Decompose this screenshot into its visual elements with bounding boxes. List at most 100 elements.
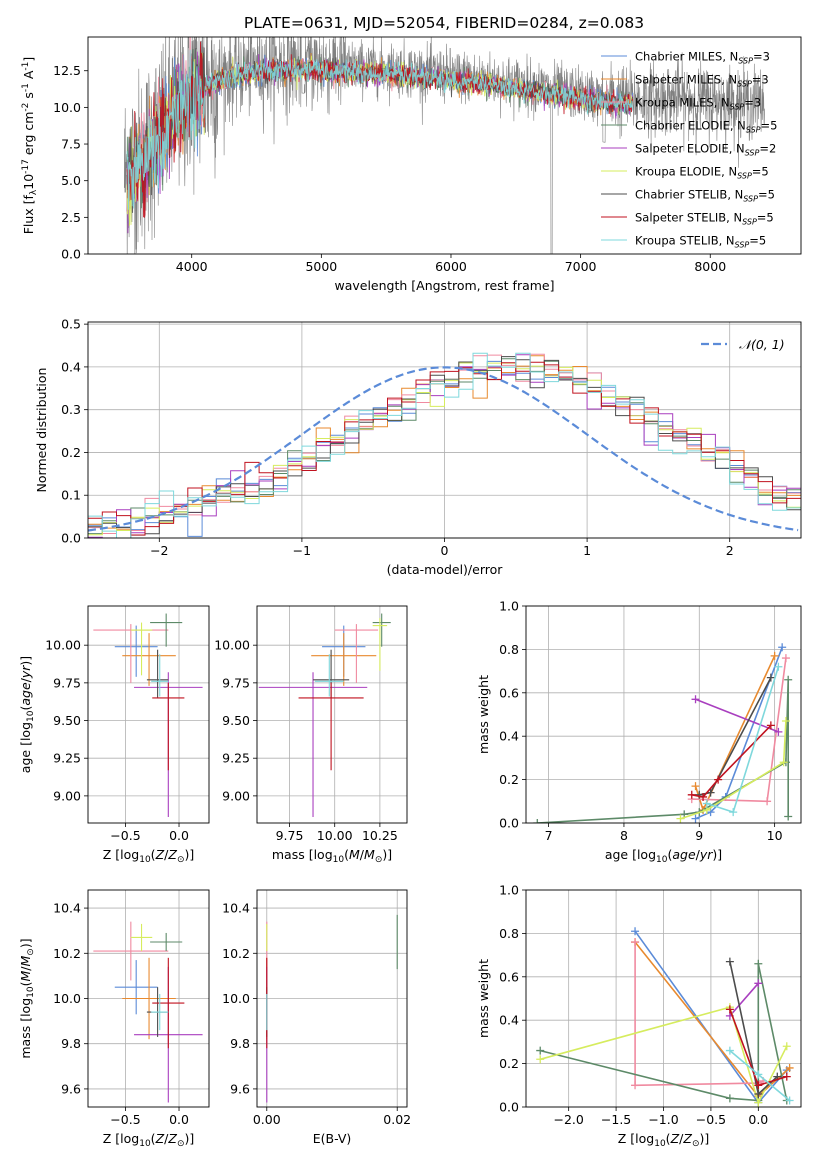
mass_vs_Z-axes: −0.5 0.0 9.6 9.8 10.0 10.2 10.4 Z [log10​(Z/Z⊙​… xyxy=(18,889,210,1149)
residuals-xtick-label: 1 xyxy=(583,543,591,558)
figure-title: PLATE=0631, MJD=52054, FIBERID=0284, z=0… xyxy=(244,14,644,32)
age_vs_Z-grid xyxy=(88,606,209,823)
massweight_vs_age-marker xyxy=(774,662,783,671)
massweight_vs_age-marker xyxy=(778,643,787,652)
spectrum-xtick-label: 7000 xyxy=(565,259,597,274)
age_vs_mass-ytick-label: 9.50 xyxy=(222,713,250,728)
massweight_vs_Z-plot-area xyxy=(536,927,794,1107)
massweight_vs_age-marker xyxy=(774,727,783,736)
age_vs_Z-xtick-label: −0.5 xyxy=(110,828,140,843)
residuals-ytick-label: 0.1 xyxy=(61,488,81,503)
massweight_vs_age-ytick-label: 0.4 xyxy=(499,729,519,744)
age_vs_mass-point-salp_elodie xyxy=(258,672,368,817)
spectrum-ytick-label: 12.5 xyxy=(53,63,81,78)
massweight_vs_Z-marker xyxy=(536,1055,545,1064)
massweight_vs_age-marker xyxy=(784,675,793,684)
spectrum-axes: 4000 5000 6000 7000 8000 0.0 2.5 5.0 7.5 10.0 12.5… xyxy=(21,36,802,293)
massweight_vs_Z-xtick-label: −1.5 xyxy=(601,1112,631,1127)
legend-entry: Salpeter STELIB, NSSP=5 xyxy=(635,211,774,227)
massweight_vs_Z-xtick-label: −0.5 xyxy=(696,1112,726,1127)
residuals-ytick-label: 0.0 xyxy=(61,531,81,546)
mass_vs_Z-point-chab_miles xyxy=(114,960,158,1015)
massweight_vs_age-ytick-label: 0.8 xyxy=(499,642,519,657)
massweight_vs_age-frame xyxy=(525,605,802,824)
mass_vs_ebv-axes: 0.00 0.02 9.6 9.8 10.0 10.2 10.4 E(B-V) xyxy=(222,889,411,1146)
age_vs_mass-point-krou_miles xyxy=(334,624,379,683)
massweight_vs_age-series-krou_stelib xyxy=(702,662,783,817)
massweight_vs_Z-xtick-label: 0.0 xyxy=(748,1112,768,1127)
age_vs_mass-xtick-label: 10.00 xyxy=(317,828,353,843)
age_vs_Z-point-chab_elodie xyxy=(150,613,183,647)
massweight_vs_Z-marker xyxy=(631,927,640,936)
massweight_vs_age-series-krou_miles xyxy=(687,654,790,806)
massweight_vs_age-marker xyxy=(699,792,708,801)
massweight_vs_age-axes: 7 8 9 10 0.0 0.2 0.4 0.6 0.8 1.0 age [log10​(age/y… xyxy=(476,599,802,865)
mass_vs_Z-point-krou_miles xyxy=(93,921,169,981)
massweight_vs_Z-frame xyxy=(525,889,802,1108)
mass_vs_Z-ytick-label: 10.2 xyxy=(53,946,81,961)
massweight_vs_age-marker xyxy=(691,782,700,791)
mass_vs_Z-ytick-label: 9.6 xyxy=(61,1081,81,1096)
massweight_vs_Z-ytick-label: 0.4 xyxy=(499,1013,519,1028)
age_vs_mass-ytick-label: 9.25 xyxy=(222,751,250,766)
residuals-ytick-label: 0.5 xyxy=(61,317,81,332)
massweight_vs_Z-marker xyxy=(536,1046,545,1055)
age_vs_mass-point-krou_elodie xyxy=(372,618,388,671)
massweight_vs_age-marker xyxy=(676,814,685,823)
massweight_vs_Z-series-krou_stelib xyxy=(725,1046,794,1105)
legend-entry: Kroupa ELODIE, NSSP=5 xyxy=(635,165,769,181)
massweight_vs_age-xtick-label: 7 xyxy=(545,828,553,843)
spectrum-xtick-label: 8000 xyxy=(694,259,726,274)
age_vs_mass-xlabel: mass [log10​(M/M⊙​)] xyxy=(272,847,392,865)
mass_vs_Z-xtick-label: 0.0 xyxy=(169,1112,189,1127)
massweight_vs_Z-marker xyxy=(631,938,640,947)
massweight_vs_Z-xlabel: Z [log10​(Z/Z⊙​)] xyxy=(618,1131,710,1149)
massweight_vs_Z-marker xyxy=(754,1098,763,1107)
massweight_vs_Z-marker xyxy=(754,1081,763,1090)
mass_vs_Z-point-krou_elodie xyxy=(130,923,153,952)
mass_vs_Z-ylabel: mass [log10​(M/M⊙​)] xyxy=(18,938,36,1058)
massweight_vs_age-xlabel: age [log10​(age/yr)] xyxy=(605,847,722,865)
massweight_vs_Z-marker xyxy=(725,957,734,966)
age_vs_Z-ytick-label: 10.00 xyxy=(45,638,81,653)
massweight_vs_Z-series-chab_stelib xyxy=(725,957,782,1098)
massweight_vs_Z-ytick-label: 0.2 xyxy=(499,1056,519,1071)
spectrum-legend: Chabrier MILES, NSSP=3 Salpeter MILES, NS… xyxy=(601,50,777,250)
mass_vs_Z-plot-area xyxy=(93,921,203,1103)
massweight_vs_age-xtick-label: 8 xyxy=(620,828,628,843)
residuals-legend: 𝒩(0, 1) xyxy=(701,337,785,352)
massweight_vs_age-marker xyxy=(691,814,700,823)
massweight_vs_Z-marker xyxy=(754,1089,763,1098)
age_vs_mass-plot-area xyxy=(258,613,391,817)
massweight_vs_Z-xtick-label: −2.0 xyxy=(553,1112,583,1127)
spectrum-frame xyxy=(87,36,802,255)
mass_vs_ebv-frame xyxy=(256,889,408,1108)
massweight_vs_age-marker xyxy=(766,673,775,682)
age_vs_mass-ytick-label: 10.00 xyxy=(214,638,250,653)
legend-entry: Kroupa MILES, NSSP=3 xyxy=(635,96,761,112)
residuals-xtick-label: 0 xyxy=(441,543,449,558)
massweight_vs_Z-series-salp_stelib xyxy=(725,1005,791,1090)
normal-distribution-line xyxy=(88,366,799,532)
age_vs_Z-xlabel: Z [log10​(Z/Z⊙​)] xyxy=(103,847,195,865)
spectrum-ytick-label: 7.5 xyxy=(61,137,81,152)
spectrum-xtick-label: 5000 xyxy=(305,259,337,274)
age_vs_Z-point-chab_stelib xyxy=(146,649,169,698)
spectrum-model-line-krou_stelib xyxy=(126,49,633,210)
residual-histogram-chab_stelib xyxy=(88,356,801,536)
massweight_vs_Z-xtick-label: −1.0 xyxy=(648,1112,678,1127)
age_vs_Z-axes: −0.5 0.0 9.00 9.25 9.50 9.75 10.00 Z [log10​(Z/… xyxy=(18,605,210,865)
residuals-xtick-label: 2 xyxy=(726,543,734,558)
massweight_vs_age-marker xyxy=(770,651,779,660)
age_vs_Z-xtick-label: 0.0 xyxy=(169,828,189,843)
residual-histogram-salp_stelib xyxy=(88,361,801,536)
mass_vs_Z-ytick-label: 10.4 xyxy=(53,901,81,916)
residuals-ytick-label: 0.3 xyxy=(61,402,81,417)
spectrum-ytick-label: 10.0 xyxy=(53,100,81,115)
massweight_vs_age-xtick-label: 10 xyxy=(767,828,783,843)
massweight_vs_Z-marker xyxy=(725,1094,734,1103)
mass_vs_Z-xlabel: Z [log10​(Z/Z⊙​)] xyxy=(103,1131,195,1149)
residuals-plot-area xyxy=(88,352,801,538)
spectrum-xtick-label: 6000 xyxy=(435,259,467,274)
